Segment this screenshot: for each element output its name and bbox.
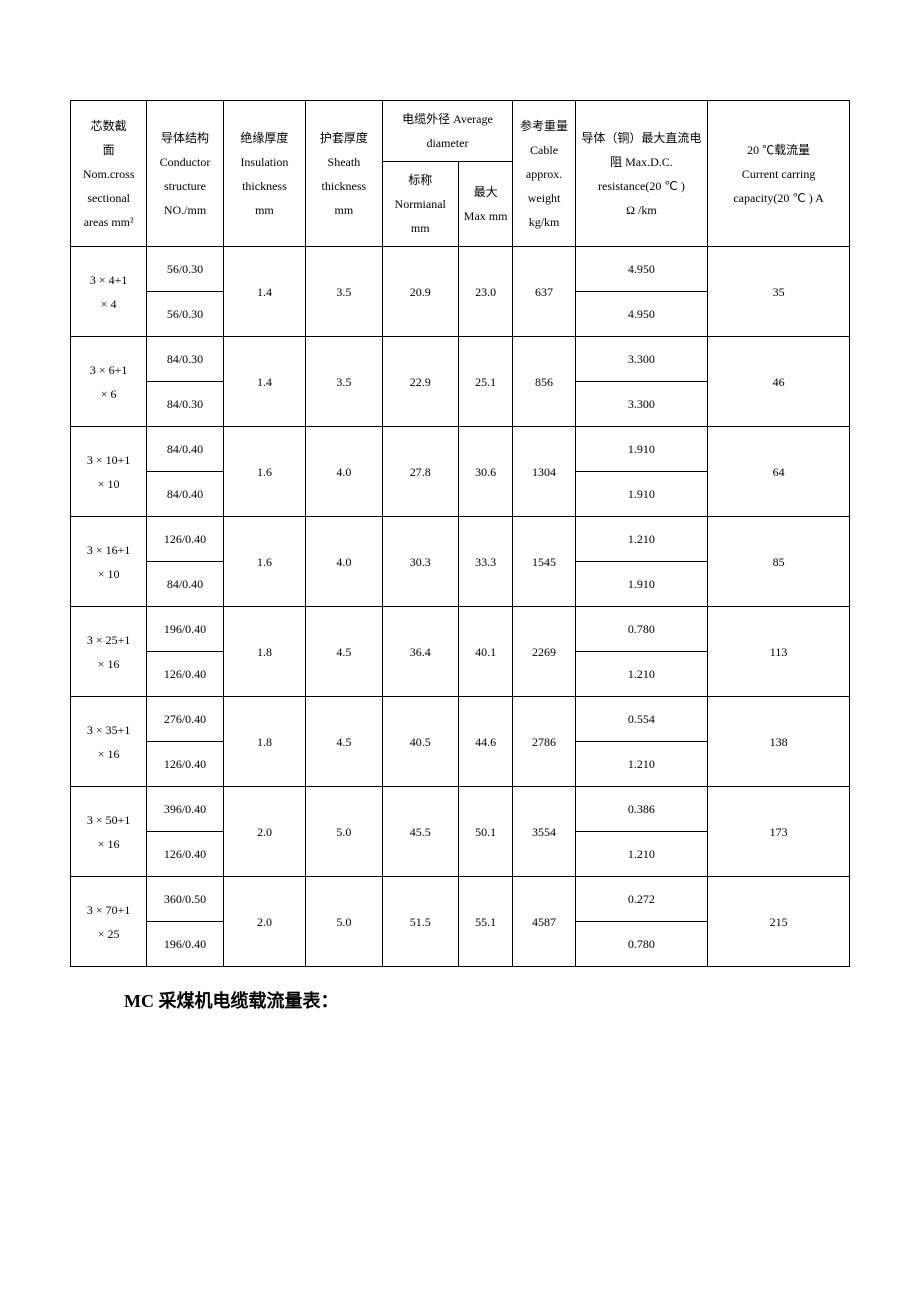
cell-current: 173: [708, 787, 850, 877]
hdr-area: 芯数截 面 Nom.cross sectional areas mm²: [71, 101, 147, 247]
cell-sheath: 3.5: [306, 337, 382, 427]
cell-conductor: 196/0.40126/0.40: [147, 607, 223, 697]
cell-max: 50.1: [458, 787, 513, 877]
cell-weight: 637: [513, 247, 575, 337]
hdr-weight: 参考重量 Cable approx. weight kg/km: [513, 101, 575, 247]
cell-insulation: 2.0: [223, 877, 306, 967]
cell-sheath: 4.5: [306, 697, 382, 787]
cell-area: 3 × 25+1× 16: [71, 607, 147, 697]
hdr-nominal: 标称 Normianal mm: [382, 162, 458, 247]
cell-resistance: 0.7801.210: [575, 607, 707, 697]
hdr-resistance: 导体（铜）最大直流电 阻 Max.D.C. resistance(20 ℃ ) …: [575, 101, 707, 247]
hdr-conductor: 导体结构 Conductor structure NO./mm: [147, 101, 223, 247]
cell-sheath: 3.5: [306, 247, 382, 337]
cell-max: 23.0: [458, 247, 513, 337]
table-row: 3 × 10+1× 1084/0.4084/0.401.64.027.830.6…: [71, 427, 850, 517]
cell-nominal: 51.5: [382, 877, 458, 967]
cell-weight: 856: [513, 337, 575, 427]
hdr-max: 最大 Max mm: [458, 162, 513, 247]
table-row: 3 × 16+1× 10126/0.4084/0.401.64.030.333.…: [71, 517, 850, 607]
cell-insulation: 2.0: [223, 787, 306, 877]
cell-current: 138: [708, 697, 850, 787]
cell-current: 113: [708, 607, 850, 697]
cell-insulation: 1.8: [223, 607, 306, 697]
cell-insulation: 1.4: [223, 247, 306, 337]
cell-nominal: 22.9: [382, 337, 458, 427]
cell-nominal: 40.5: [382, 697, 458, 787]
cell-weight: 2786: [513, 697, 575, 787]
cell-weight: 4587: [513, 877, 575, 967]
cell-current: 64: [708, 427, 850, 517]
cell-insulation: 1.6: [223, 427, 306, 517]
table-caption: MC 采煤机电缆载流量表：: [124, 987, 850, 1013]
cell-current: 35: [708, 247, 850, 337]
cell-weight: 1304: [513, 427, 575, 517]
cell-resistance: 3.3003.300: [575, 337, 707, 427]
cell-sheath: 4.0: [306, 517, 382, 607]
cell-weight: 1545: [513, 517, 575, 607]
cell-nominal: 20.9: [382, 247, 458, 337]
hdr-insulation: 绝缘厚度 Insulation thickness mm: [223, 101, 306, 247]
cell-conductor: 84/0.4084/0.40: [147, 427, 223, 517]
cell-insulation: 1.6: [223, 517, 306, 607]
cell-conductor: 396/0.40126/0.40: [147, 787, 223, 877]
table-row: 3 × 70+1× 25360/0.50196/0.402.05.051.555…: [71, 877, 850, 967]
cell-sheath: 5.0: [306, 787, 382, 877]
cell-resistance: 0.3861.210: [575, 787, 707, 877]
cell-area: 3 × 70+1× 25: [71, 877, 147, 967]
table-row: 3 × 4+1× 456/0.3056/0.301.43.520.923.063…: [71, 247, 850, 337]
hdr-sheath: 护套厚度 Sheath thickness mm: [306, 101, 382, 247]
cell-area: 3 × 50+1× 16: [71, 787, 147, 877]
cell-resistance: 0.2720.780: [575, 877, 707, 967]
cell-nominal: 45.5: [382, 787, 458, 877]
cell-nominal: 30.3: [382, 517, 458, 607]
table-row: 3 × 35+1× 16276/0.40126/0.401.84.540.544…: [71, 697, 850, 787]
hdr-current: 20 ℃载流量 Current carring capacity(20 ℃ ) …: [708, 101, 850, 247]
cell-max: 55.1: [458, 877, 513, 967]
cell-insulation: 1.4: [223, 337, 306, 427]
cell-conductor: 56/0.3056/0.30: [147, 247, 223, 337]
cell-conductor: 126/0.4084/0.40: [147, 517, 223, 607]
cell-area: 3 × 35+1× 16: [71, 697, 147, 787]
cell-sheath: 5.0: [306, 877, 382, 967]
cell-max: 44.6: [458, 697, 513, 787]
table-row: 3 × 6+1× 684/0.3084/0.301.43.522.925.185…: [71, 337, 850, 427]
hdr-diameter-group: 电缆外径 Average diameter: [382, 101, 513, 162]
cell-current: 85: [708, 517, 850, 607]
cell-max: 40.1: [458, 607, 513, 697]
cell-area: 3 × 16+1× 10: [71, 517, 147, 607]
table-row: 3 × 25+1× 16196/0.40126/0.401.84.536.440…: [71, 607, 850, 697]
cell-area: 3 × 6+1× 6: [71, 337, 147, 427]
cell-max: 25.1: [458, 337, 513, 427]
cable-spec-table: 芯数截 面 Nom.cross sectional areas mm² 导体结构…: [70, 100, 850, 967]
cell-resistance: 0.5541.210: [575, 697, 707, 787]
cell-insulation: 1.8: [223, 697, 306, 787]
cell-conductor: 276/0.40126/0.40: [147, 697, 223, 787]
cell-current: 46: [708, 337, 850, 427]
cell-nominal: 27.8: [382, 427, 458, 517]
cell-weight: 3554: [513, 787, 575, 877]
cell-conductor: 360/0.50196/0.40: [147, 877, 223, 967]
cell-max: 30.6: [458, 427, 513, 517]
cell-nominal: 36.4: [382, 607, 458, 697]
cell-resistance: 1.9101.910: [575, 427, 707, 517]
cell-weight: 2269: [513, 607, 575, 697]
cell-sheath: 4.0: [306, 427, 382, 517]
table-row: 3 × 50+1× 16396/0.40126/0.402.05.045.550…: [71, 787, 850, 877]
cell-area: 3 × 4+1× 4: [71, 247, 147, 337]
cell-area: 3 × 10+1× 10: [71, 427, 147, 517]
cell-resistance: 4.9504.950: [575, 247, 707, 337]
cell-current: 215: [708, 877, 850, 967]
cell-conductor: 84/0.3084/0.30: [147, 337, 223, 427]
cell-max: 33.3: [458, 517, 513, 607]
cell-resistance: 1.2101.910: [575, 517, 707, 607]
cell-sheath: 4.5: [306, 607, 382, 697]
